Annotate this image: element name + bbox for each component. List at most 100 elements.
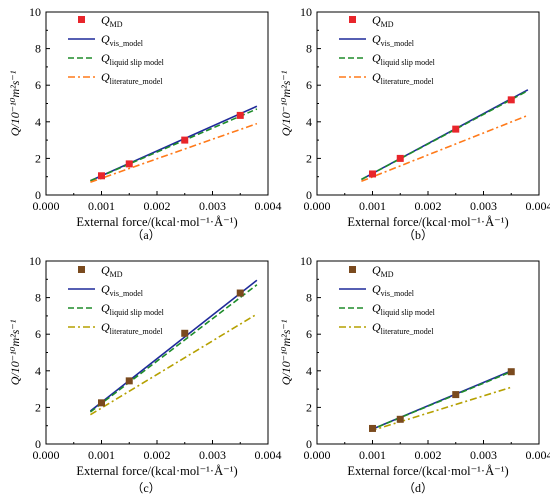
y-tick-label: 8 <box>306 42 312 56</box>
y-tick-label: 2 <box>35 400 41 414</box>
x-tick-label: 0.004 <box>255 199 282 213</box>
series-line <box>90 108 258 182</box>
chart-panel-1: 0.000 0.001 0.002 0.003 0.004 0 2 4 6 8 10 External… <box>8 5 282 242</box>
data-point <box>181 136 189 144</box>
series-line <box>361 89 529 181</box>
x-tick-label: 0.002 <box>144 448 171 462</box>
y-tick-label: 2 <box>35 151 41 165</box>
y-tick-label: 2 <box>306 400 312 414</box>
x-tick-label: 0.001 <box>88 448 115 462</box>
y-tick-label: 10 <box>300 5 312 19</box>
y-tick-label: 0 <box>306 188 312 202</box>
y-axis-label: Q/10⁻¹⁰m²s⁻¹ <box>279 319 293 385</box>
chart-panel-3: 0.000 0.001 0.002 0.003 0.004 0 2 4 6 8 10 External… <box>8 254 282 495</box>
x-tick-label: 0.001 <box>359 448 386 462</box>
y-tick-label: 6 <box>306 327 312 341</box>
legend-label: Qliterature_model <box>372 320 434 336</box>
panel-label: （c） <box>131 481 160 495</box>
panel-label: （a） <box>131 228 160 242</box>
data-point <box>125 160 133 168</box>
y-tick-label: 6 <box>35 327 41 341</box>
data-point <box>396 154 404 162</box>
x-tick-label: 0.001 <box>88 199 115 213</box>
legend-label: Qliquid slip model <box>101 301 165 317</box>
legend: QMD Qvis_model Qliquid slip model Qliteratu… <box>68 263 165 336</box>
chart-panel-2: 0.000 0.001 0.002 0.003 0.004 0 2 4 6 8 10 External… <box>279 5 550 242</box>
legend-marker <box>78 266 85 273</box>
data-point <box>507 368 515 376</box>
panel-label: （b） <box>403 228 433 242</box>
legend-label: Qliquid slip model <box>372 51 436 67</box>
y-axis-label: Q/10⁻¹⁰m²s⁻¹ <box>8 319 22 385</box>
chart-panel-4: 0.000 0.001 0.002 0.003 0.004 0 2 4 6 8 10 External… <box>279 254 550 495</box>
legend-label: QMD <box>372 13 394 29</box>
y-axis-label: Q/10⁻¹⁰m²s⁻¹ <box>8 70 22 136</box>
x-axis-label: External force/(kcal·mol⁻¹·Å⁻¹) <box>76 464 237 478</box>
series-line <box>89 284 258 413</box>
x-tick-label: 0.003 <box>199 199 226 213</box>
data-point <box>452 125 460 133</box>
x-tick-label: 0.000 <box>33 199 60 213</box>
legend-label: Qliterature_model <box>101 320 163 336</box>
x-tick-label: 0.003 <box>199 448 226 462</box>
series-line <box>369 370 512 432</box>
legend-label: QMD <box>101 13 123 29</box>
y-tick-label: 8 <box>35 291 41 305</box>
x-tick-label: 0.000 <box>304 199 331 213</box>
legend-label: QMD <box>101 263 123 279</box>
legend-label: Qliquid slip model <box>101 51 165 67</box>
legend: QMD Qvis_model Qliquid slip model Qliteratu… <box>339 13 436 86</box>
y-tick-label: 8 <box>35 42 41 56</box>
x-tick-label: 0.001 <box>359 199 386 213</box>
series-line <box>361 114 529 183</box>
data-point <box>396 415 404 423</box>
data-point <box>181 329 189 337</box>
y-tick-label: 4 <box>35 115 41 129</box>
legend-label: Qliquid slip model <box>372 301 436 317</box>
series-line <box>89 279 258 412</box>
y-tick-label: 0 <box>306 437 312 451</box>
data-point <box>369 170 376 178</box>
series-line <box>89 313 258 416</box>
legend-marker <box>349 16 356 23</box>
y-tick-label: 10 <box>300 254 312 268</box>
data-point <box>125 377 133 385</box>
x-tick-label: 0.002 <box>415 199 442 213</box>
legend-label: QMD <box>372 263 394 279</box>
series-line <box>369 386 512 432</box>
x-tick-label: 0.004 <box>526 448 550 462</box>
legend: QMD Qvis_model Qliquid slip model Qliteratu… <box>339 263 436 336</box>
panel-label: （d） <box>403 481 433 495</box>
x-tick-label: 0.000 <box>304 448 331 462</box>
legend-label: Qvis_model <box>101 32 144 48</box>
y-tick-label: 10 <box>29 5 41 19</box>
x-axis-label: External force/(kcal·mol⁻¹·Å⁻¹) <box>347 215 508 229</box>
legend-marker <box>349 266 356 273</box>
legend: QMD Qvis_model Qliquid slip model Qliteratu… <box>68 13 165 86</box>
data-point <box>98 172 105 180</box>
legend-label: Qliterature_model <box>372 70 434 86</box>
data-point <box>452 391 460 399</box>
x-axis-label: External force/(kcal·mol⁻¹·Å⁻¹) <box>76 215 237 229</box>
data-point <box>507 96 515 104</box>
y-axis-label: Q/10⁻¹⁰m²s⁻¹ <box>279 70 293 136</box>
data-point <box>98 399 105 407</box>
y-tick-label: 4 <box>306 115 312 129</box>
x-tick-label: 0.000 <box>33 448 60 462</box>
legend-label: Qvis_model <box>372 32 415 48</box>
y-tick-label: 2 <box>306 151 312 165</box>
x-axis-label: External force/(kcal·mol⁻¹·Å⁻¹) <box>347 464 508 478</box>
x-tick-label: 0.002 <box>144 199 171 213</box>
x-tick-label: 0.004 <box>526 199 550 213</box>
data-point <box>236 289 244 297</box>
y-tick-label: 0 <box>35 188 41 202</box>
y-tick-label: 6 <box>35 78 41 92</box>
x-tick-label: 0.003 <box>470 199 497 213</box>
y-tick-label: 0 <box>35 437 41 451</box>
legend-label: Qliterature_model <box>101 70 163 86</box>
y-tick-label: 10 <box>29 254 41 268</box>
y-tick-label: 8 <box>306 291 312 305</box>
y-tick-label: 6 <box>306 78 312 92</box>
data-point <box>369 424 376 432</box>
